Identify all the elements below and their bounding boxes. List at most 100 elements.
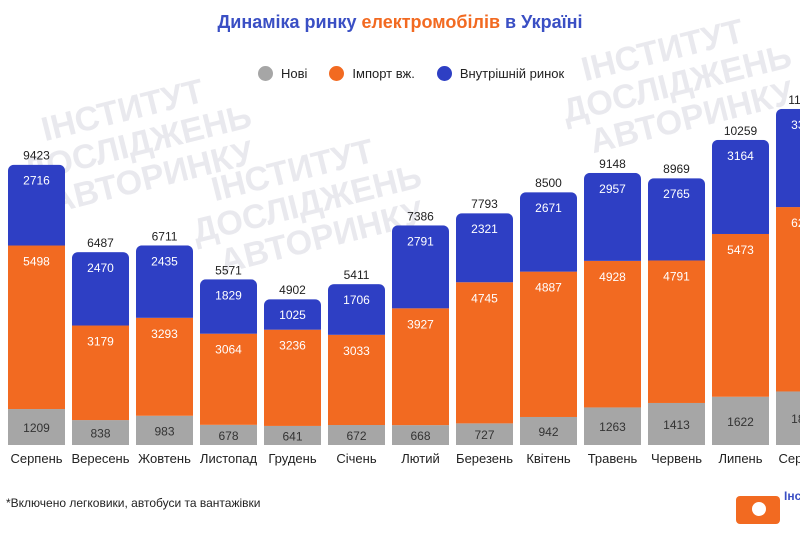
- total-label: 9148: [599, 157, 626, 171]
- data-label-import: 3927: [407, 317, 434, 331]
- total-label: 10259: [724, 124, 758, 138]
- total-label: 6487: [87, 236, 114, 250]
- data-label-domestic: 2716: [23, 174, 50, 188]
- bar-domestic: [72, 252, 129, 326]
- data-label-domestic: 1706: [343, 293, 370, 307]
- bar-import: [328, 334, 385, 426]
- logo-mark-icon: [736, 496, 780, 524]
- bar-new: [328, 425, 385, 445]
- data-label-domestic: 2470: [87, 261, 114, 275]
- data-label-import: 3179: [87, 335, 114, 349]
- data-label-domestic: 3164: [727, 149, 754, 163]
- x-tick-label: Березень: [456, 451, 513, 466]
- bar-new: [648, 402, 705, 445]
- data-label-new: 672: [346, 429, 366, 443]
- data-label-import: 5473: [727, 243, 754, 257]
- legend-label: Нові: [281, 66, 308, 81]
- bar-import: [776, 207, 800, 392]
- bar-new: [520, 416, 577, 445]
- data-label-domestic: 3300: [791, 118, 800, 132]
- bar-domestic: [392, 225, 449, 309]
- total-label: 11300: [788, 93, 800, 107]
- total-label: 5571: [215, 263, 242, 277]
- bar-domestic: [520, 192, 577, 272]
- bar-import: [584, 260, 641, 408]
- bar-domestic: [456, 213, 513, 283]
- data-label-import: 3064: [215, 343, 242, 357]
- bar-domestic: [712, 139, 769, 234]
- bar-import: [712, 233, 769, 397]
- bar-domestic: [328, 284, 385, 335]
- x-tick-label: Січень: [336, 451, 376, 466]
- bar-new: [392, 425, 449, 445]
- chart-title: Динаміка ринку електромобілів в Україні: [0, 12, 800, 33]
- data-label-new: 838: [90, 427, 110, 441]
- data-label-import: 5498: [23, 255, 50, 269]
- bar-new: [456, 423, 513, 445]
- logo-text: Інститут досліджень авторинку: [784, 489, 800, 503]
- bar-new: [72, 420, 129, 445]
- data-label-new: 1413: [663, 418, 690, 432]
- bar-import: [72, 325, 129, 421]
- x-tick-label: Жовтень: [138, 451, 191, 466]
- bar-domestic: [264, 299, 321, 330]
- total-label: 6711: [152, 229, 178, 243]
- bar-import: [456, 282, 513, 424]
- x-tick-label: Травень: [588, 451, 638, 466]
- data-label-new: 678: [218, 429, 238, 443]
- data-label-import: 4745: [471, 291, 498, 305]
- bar-new: [776, 391, 800, 445]
- legend-item-domestic: Внутрішній ринок: [436, 66, 564, 81]
- data-label-import: 3033: [343, 344, 370, 358]
- data-label-import: 6200: [791, 216, 800, 230]
- legend-swatch: [258, 66, 273, 81]
- bar-new: [8, 409, 65, 445]
- bar-import: [136, 317, 193, 416]
- x-tick-label: Серпень: [10, 451, 62, 466]
- legend-item-new: Нові: [258, 66, 307, 81]
- data-label-import: 4887: [535, 281, 562, 295]
- total-label: 5411: [344, 268, 370, 282]
- x-tick-label: Лютий: [401, 451, 439, 466]
- bar-domestic: [200, 279, 257, 334]
- data-label-new: 1209: [23, 421, 50, 435]
- x-tick-label: Серпень: [778, 451, 800, 466]
- bar-import: [520, 271, 577, 417]
- data-label-domestic: 2957: [599, 182, 626, 196]
- x-tick-label: Липень: [718, 451, 762, 466]
- data-label-domestic: 1025: [279, 308, 306, 322]
- bar-import: [648, 260, 705, 403]
- bar-new: [264, 425, 321, 445]
- data-label-domestic: 2791: [407, 234, 434, 248]
- total-label: 7793: [471, 197, 498, 211]
- bar-domestic: [8, 164, 65, 246]
- x-tick-label: Грудень: [268, 451, 316, 466]
- data-label-new: 983: [154, 424, 174, 438]
- legend-swatch: [436, 66, 452, 81]
- data-label-domestic: 2765: [663, 187, 690, 201]
- data-label-new: 1800: [791, 412, 800, 426]
- title-suffix: в Україні: [500, 12, 583, 32]
- x-tick-label: Квітень: [526, 451, 571, 466]
- data-label-import: 4791: [663, 269, 690, 283]
- bar-new: [200, 424, 257, 445]
- data-label-new: 942: [538, 425, 558, 439]
- bar-domestic: [776, 108, 800, 208]
- x-tick-label: Червень: [651, 451, 702, 466]
- footnote: *Включено легковики, автобуси та вантажі…: [6, 496, 261, 510]
- legend-label: Імпорт вж.: [352, 66, 415, 81]
- data-label-new: 1622: [727, 415, 754, 429]
- data-label-new: 668: [410, 429, 430, 443]
- bar-new: [712, 396, 769, 445]
- total-label: 8969: [663, 162, 690, 176]
- bar-import: [392, 308, 449, 426]
- data-label-domestic: 2435: [151, 254, 178, 268]
- data-label-domestic: 1829: [215, 288, 242, 302]
- data-label-new: 727: [474, 428, 494, 442]
- total-label: 4902: [279, 283, 306, 297]
- data-label-import: 4928: [599, 270, 626, 284]
- bar-import: [200, 333, 257, 425]
- data-label-new: 1263: [599, 420, 626, 434]
- total-label: 9423: [23, 149, 50, 163]
- data-label-new: 641: [282, 429, 302, 443]
